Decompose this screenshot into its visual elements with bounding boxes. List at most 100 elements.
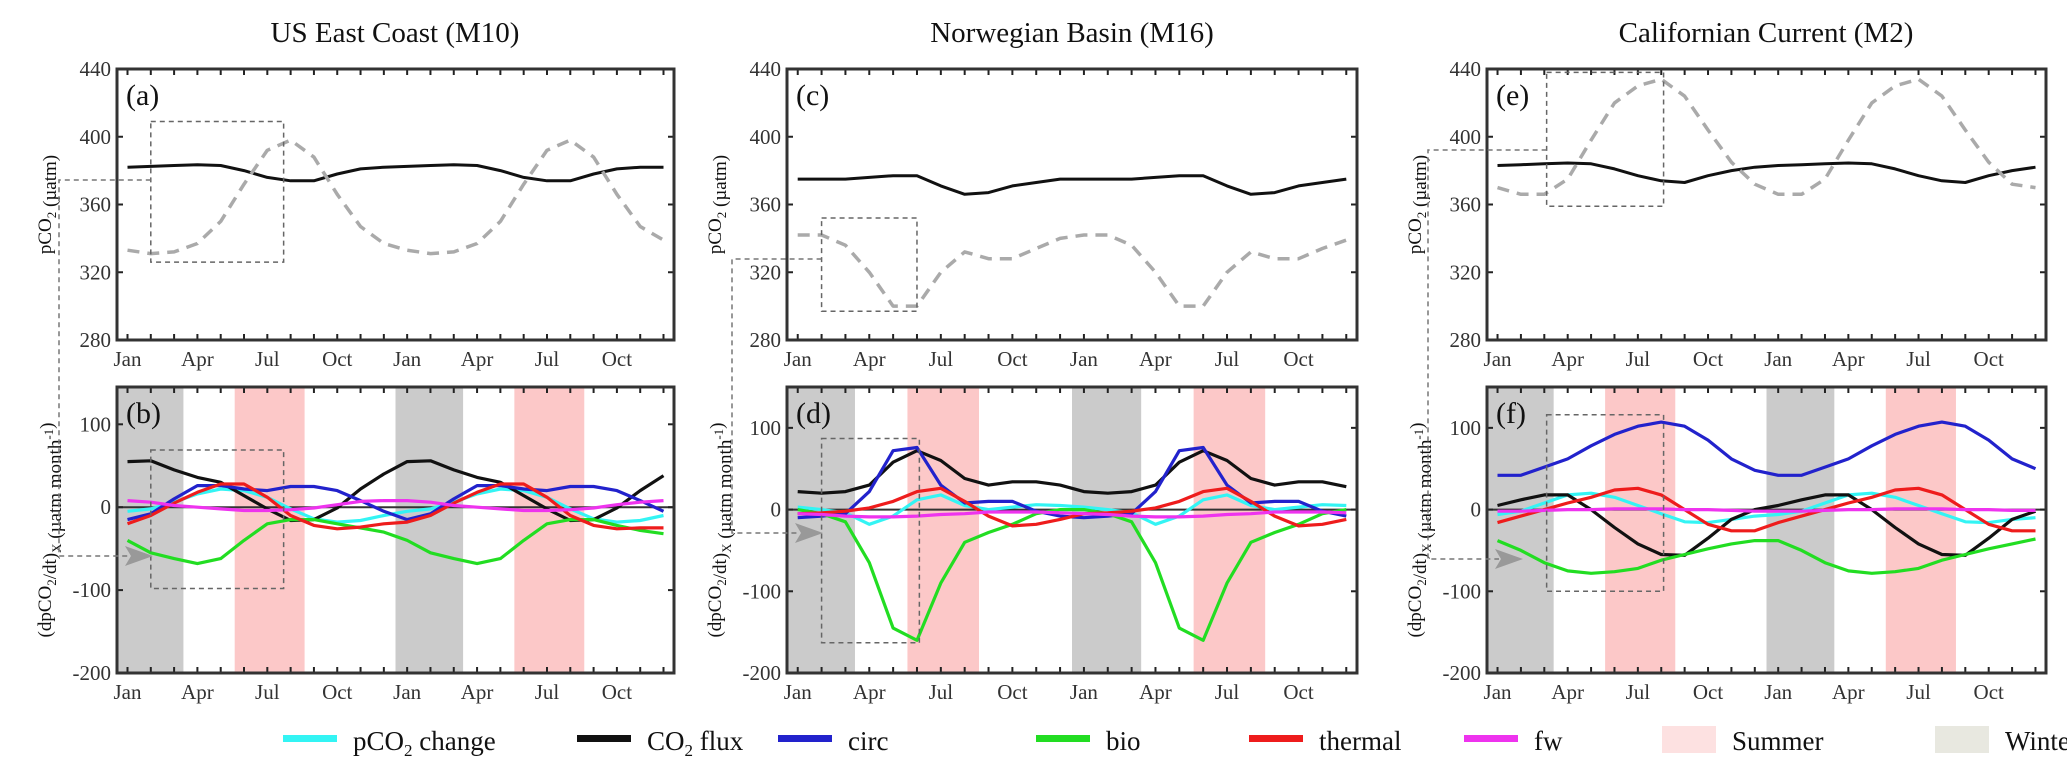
y-tick-label: 360	[1450, 193, 1482, 217]
x-tick-label: Jul	[929, 347, 954, 371]
winter-band	[395, 387, 464, 673]
legend-label: CO2 flux	[647, 726, 744, 760]
y-tick-label: 320	[1450, 260, 1482, 284]
y-tick-label: 320	[750, 260, 782, 284]
column-title: Norwegian Basin (M16)	[930, 17, 1214, 49]
panel-b: Jan Apr Jul Oct Jan Apr Jul Oct -200 -100 0 100 (b) (…	[35, 385, 676, 704]
y-tick-label: -100	[73, 578, 112, 602]
y-axis-label: pCO2 (µatm)	[705, 155, 731, 254]
x-tick-label: Oct	[322, 680, 352, 704]
y-tick-label: 400	[80, 125, 112, 149]
annotation-box	[150, 449, 285, 590]
series-thermal-line	[1497, 486, 2036, 533]
summer-band	[1193, 387, 1266, 673]
legend-label: bio	[1106, 726, 1141, 756]
series-dashed-line	[1497, 77, 2036, 197]
x-tick-label: Apr	[1139, 680, 1172, 704]
legend-swatch	[778, 735, 832, 742]
y-tick-label: 280	[750, 328, 782, 352]
connector-line	[58, 179, 151, 557]
legend-label: thermal	[1319, 726, 1401, 756]
x-tick-label: Jan	[1484, 680, 1512, 704]
x-tick-label: Jan	[1070, 347, 1098, 371]
series-dashed-line	[127, 138, 665, 256]
column-title: US East Coast (M10)	[271, 17, 520, 49]
legend-label: Summer	[1732, 726, 1824, 756]
annotation-box	[1545, 414, 1665, 593]
y-tick-label: 100	[1450, 416, 1482, 440]
x-tick-label: Apr	[461, 680, 494, 704]
y-axis-label: (dpCO2/dt)X (µatm month-1)	[1405, 422, 1436, 637]
legend-item-fw: fw	[1464, 726, 1563, 756]
panel-label: (a)	[126, 79, 159, 112]
x-tick-label: Oct	[1693, 347, 1723, 371]
series-flux-line	[797, 449, 1347, 495]
x-tick-label: Jul	[929, 680, 954, 704]
y-tick-label: 440	[750, 57, 782, 81]
legend-item-circ: circ	[778, 726, 888, 756]
x-tick-label: Oct	[322, 347, 352, 371]
x-tick-label: Jul	[1906, 347, 1931, 371]
series-flux-line	[1497, 493, 2037, 557]
panel-e: Jan Apr Jul Oct Jan Apr Jul Oct 280 320 360 400 440 (…	[1405, 57, 2048, 371]
series-fw-line	[797, 510, 1347, 519]
x-tick-label: Oct	[1283, 347, 1313, 371]
y-tick-label: 400	[1450, 125, 1482, 149]
legend-item-change: pCO2 change	[283, 726, 496, 760]
x-tick-label: Apr	[1551, 347, 1584, 371]
x-tick-label: Jul	[255, 680, 280, 704]
y-tick-label: 280	[1450, 328, 1482, 352]
legend-patch	[1935, 726, 1989, 753]
x-tick-label: Apr	[461, 347, 494, 371]
summer-band	[514, 387, 585, 673]
y-tick-label: 360	[750, 193, 782, 217]
x-tick-label: Apr	[853, 680, 886, 704]
column-title: Californian Current (M2)	[1619, 17, 1914, 49]
x-tick-label: Jul	[1626, 680, 1651, 704]
y-axis-label: (dpCO2/dt)X (µatm month-1)	[705, 422, 736, 637]
legend: pCO2 change CO2 flux circ bio thermal fw Summe…	[283, 726, 2067, 760]
x-tick-label: Jan	[1070, 680, 1098, 704]
panel-label: (d)	[796, 397, 831, 430]
arrow-icon	[1495, 549, 1523, 569]
x-tick-label: Jan	[784, 680, 812, 704]
series-change-line	[1497, 491, 2036, 525]
y-tick-label: -100	[1443, 579, 1482, 603]
legend-swatch	[1464, 735, 1518, 742]
panel-label: (e)	[1496, 79, 1529, 112]
y-tick-label: 0	[771, 498, 782, 522]
annotation-box	[820, 437, 921, 644]
x-tick-label: Jul	[1906, 680, 1931, 704]
legend-swatch	[1249, 735, 1303, 742]
x-tick-label: Apr	[181, 680, 214, 704]
y-tick-label: 100	[80, 412, 112, 436]
panel-c: Jan Apr Jul Oct Jan Apr Jul Oct 280 320 360 400 440 (…	[705, 57, 1359, 371]
legend-swatch	[577, 735, 631, 742]
x-tick-label: Jan	[393, 347, 421, 371]
y-tick-label: 320	[80, 260, 112, 284]
y-tick-label: -100	[743, 579, 782, 603]
x-tick-label: Jul	[535, 347, 560, 371]
series-fw-line	[1497, 507, 2036, 513]
series-bio-line	[797, 508, 1347, 642]
series-thermal-line	[126, 482, 664, 531]
panel-a: Jan Apr Jul Oct Jan Apr Jul Oct 280 320 360 400 440 (…	[35, 57, 676, 371]
y-axis-label: (dpCO2/dt)X (µatm month-1)	[35, 422, 66, 637]
legend-item-summer: Summer	[1662, 726, 1824, 756]
arrow-icon	[125, 546, 153, 566]
y-tick-label: 440	[1450, 57, 1482, 81]
x-tick-label: Jan	[393, 680, 421, 704]
x-tick-label: Jan	[1764, 680, 1792, 704]
y-tick-label: 400	[750, 125, 782, 149]
column-titles: US East Coast (M10) Norwegian Basin (M16)…	[271, 17, 1914, 49]
x-tick-label: Jul	[535, 680, 560, 704]
y-tick-label: 360	[80, 193, 112, 217]
axes-frame	[115, 67, 676, 342]
x-tick-label: Oct	[997, 347, 1027, 371]
series-solid-line	[1497, 161, 2036, 184]
legend-label: fw	[1534, 726, 1563, 756]
x-tick-label: Apr	[181, 347, 214, 371]
panel-label: (b)	[126, 397, 161, 430]
x-tick-label: Apr	[1551, 680, 1584, 704]
legend-patch	[1662, 726, 1716, 753]
